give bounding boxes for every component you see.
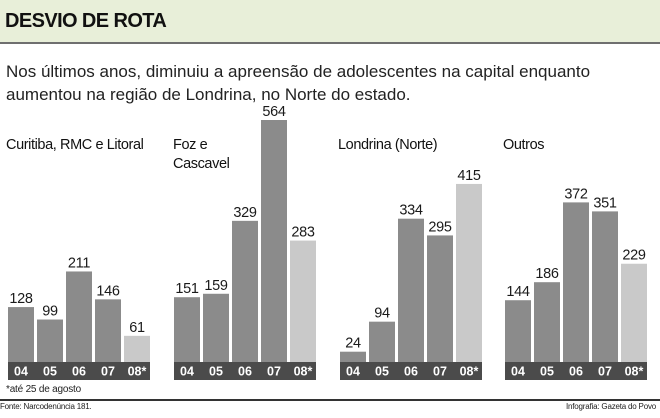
bar-1-4	[290, 240, 316, 362]
data-label-1-0: 151	[175, 281, 199, 297]
credit-note: Infografia: Gazeta do Povo	[566, 402, 656, 411]
bar-1-0	[174, 297, 200, 362]
bar-3-4	[621, 263, 647, 362]
bar-2-1	[369, 321, 395, 362]
tick-label-1-4: 08*	[294, 365, 313, 379]
data-label-2-3: 295	[428, 219, 452, 235]
tick-label-0-3: 07	[101, 365, 115, 379]
bar-0-0	[8, 307, 34, 362]
data-label-0-2: 211	[68, 255, 90, 271]
data-label-0-4: 61	[129, 320, 145, 336]
subtitle: Nos últimos anos, diminuiu a apreensão d…	[6, 62, 591, 104]
data-label-3-3: 351	[593, 195, 617, 211]
tick-label-3-3: 07	[598, 365, 612, 379]
axis-band-3	[505, 362, 647, 380]
data-label-3-0: 144	[506, 284, 530, 300]
bar-0-3	[95, 299, 121, 362]
data-label-0-3: 146	[96, 283, 120, 299]
axis-band-2	[340, 362, 482, 380]
panel-label-curitiba: Curitiba, RMC e Litoral	[6, 137, 144, 153]
data-label-3-1: 186	[535, 266, 559, 282]
data-label-1-2: 329	[233, 205, 257, 221]
data-label-2-0: 24	[345, 336, 361, 352]
bar-1-2	[232, 220, 258, 362]
tick-label-1-3: 07	[267, 365, 281, 379]
tick-label-2-3: 07	[433, 365, 447, 379]
data-label-2-1: 94	[374, 306, 390, 322]
tick-label-2-0: 04	[346, 365, 360, 379]
panel-label-outros: Outros	[503, 137, 545, 153]
data-label-3-4: 229	[622, 248, 646, 264]
bar-2-4	[456, 183, 482, 362]
tick-label-3-2: 06	[569, 365, 583, 379]
bar-2-2	[398, 218, 424, 362]
bar-1-3	[261, 120, 287, 362]
data-label-2-4: 415	[457, 168, 481, 184]
data-label-3-2: 372	[564, 186, 588, 202]
bar-3-1	[534, 282, 560, 362]
bar-1-1	[203, 293, 229, 362]
data-label-2-2: 334	[399, 203, 423, 219]
axis-band-1	[174, 362, 316, 380]
bar-2-0	[340, 351, 366, 362]
tick-label-0-2: 06	[72, 365, 86, 379]
bar-3-2	[563, 202, 589, 362]
source-note: Fonte: Narcodenúncia 181.	[0, 402, 92, 411]
tick-label-3-0: 04	[511, 365, 525, 379]
bar-0-1	[37, 319, 63, 362]
data-label-1-4: 283	[291, 225, 315, 241]
page-title: DESVIO DE ROTA	[5, 10, 167, 32]
data-label-0-1: 99	[42, 304, 58, 320]
data-label-0-0: 128	[9, 291, 33, 307]
tick-label-1-0: 04	[180, 365, 194, 379]
data-label-1-3: 564	[262, 104, 286, 120]
bar-3-0	[505, 300, 531, 362]
bottom-rule	[0, 399, 660, 401]
tick-label-2-2: 06	[404, 365, 418, 379]
tick-label-0-0: 04	[14, 365, 28, 379]
panel-label-londrina: Londrina (Norte)	[338, 137, 438, 153]
tick-label-0-4: 08*	[128, 365, 147, 379]
tick-label-0-1: 05	[43, 365, 57, 379]
bar-2-3	[427, 235, 453, 362]
panel-label-foz-cascavel: Foz e Cascavel	[173, 137, 230, 172]
footnote: *até 25 de agosto	[6, 384, 81, 395]
data-label-1-1: 159	[204, 278, 228, 294]
tick-label-3-1: 05	[540, 365, 554, 379]
tick-label-1-1: 05	[209, 365, 223, 379]
header-band	[0, 0, 660, 44]
bar-0-2	[66, 271, 92, 362]
bar-3-3	[592, 211, 618, 362]
axis-band-0	[8, 362, 150, 380]
bar-0-4	[124, 335, 150, 362]
tick-label-2-1: 05	[375, 365, 389, 379]
tick-label-1-2: 06	[238, 365, 252, 379]
tick-label-3-4: 08*	[625, 365, 644, 379]
tick-label-2-4: 08*	[460, 365, 479, 379]
